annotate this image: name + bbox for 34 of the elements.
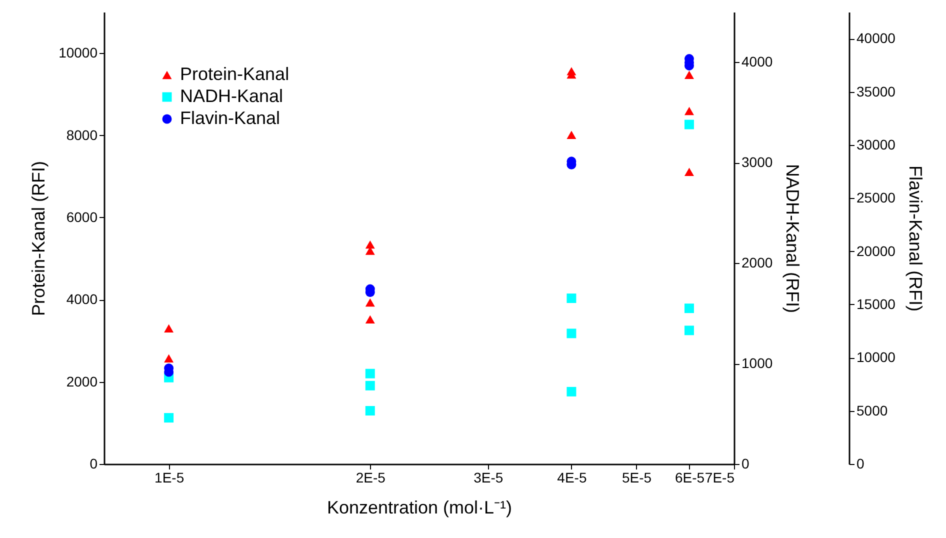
y2-tick-label: 2000: [742, 254, 773, 271]
x-tick-label: 4E-5: [557, 470, 587, 486]
y-tick-label: 4000: [66, 291, 98, 308]
legend-label: NADH-Kanal: [180, 86, 284, 106]
x-tick-label: 5E-5: [622, 470, 652, 486]
y2-tick-label: 1000: [742, 355, 773, 372]
y-tick-label: 6000: [66, 208, 98, 225]
y3-tick-label: 25000: [856, 190, 896, 206]
y3-axis-title: Flavin-Kanal (RFI): [905, 165, 926, 312]
y2-tick-label: 0: [742, 456, 750, 472]
y3-tick-label: 35000: [856, 83, 896, 100]
legend-label: Protein-Kanal: [180, 64, 290, 84]
y-tick-label: 8000: [66, 126, 98, 143]
x-tick-label: 7E-5: [704, 470, 735, 486]
y3-tick-label: 20000: [856, 242, 896, 259]
y3-tick-label: 15000: [856, 296, 896, 312]
y-tick-label: 10000: [58, 44, 98, 61]
y3-tick-label: 0: [856, 456, 864, 472]
x-tick-label: 2E-5: [356, 470, 386, 486]
y3-tick-label: 30000: [856, 136, 896, 152]
y2-tick-label: 4000: [742, 54, 773, 70]
y2-tick-label: 3000: [742, 154, 773, 170]
y-tick-label: 0: [90, 456, 98, 472]
y3-tick-label: 40000: [856, 30, 896, 46]
x-tick-label: 1E-5: [154, 470, 184, 486]
y3-tick-label: 5000: [856, 402, 888, 418]
y-axis-title: Protein-Kanal (RFI): [28, 160, 49, 316]
legend-label: Flavin-Kanal: [180, 108, 280, 128]
x-axis-title: Konzentration (mol·L⁻¹): [326, 498, 512, 518]
x-tick-label: 6E-5: [674, 470, 705, 486]
y2-axis-title: NADH-Kanal (RFI): [782, 164, 803, 314]
y3-tick-label: 10000: [856, 349, 896, 366]
x-tick-label: 3E-5: [474, 470, 504, 486]
y-tick-label: 2000: [66, 373, 98, 390]
